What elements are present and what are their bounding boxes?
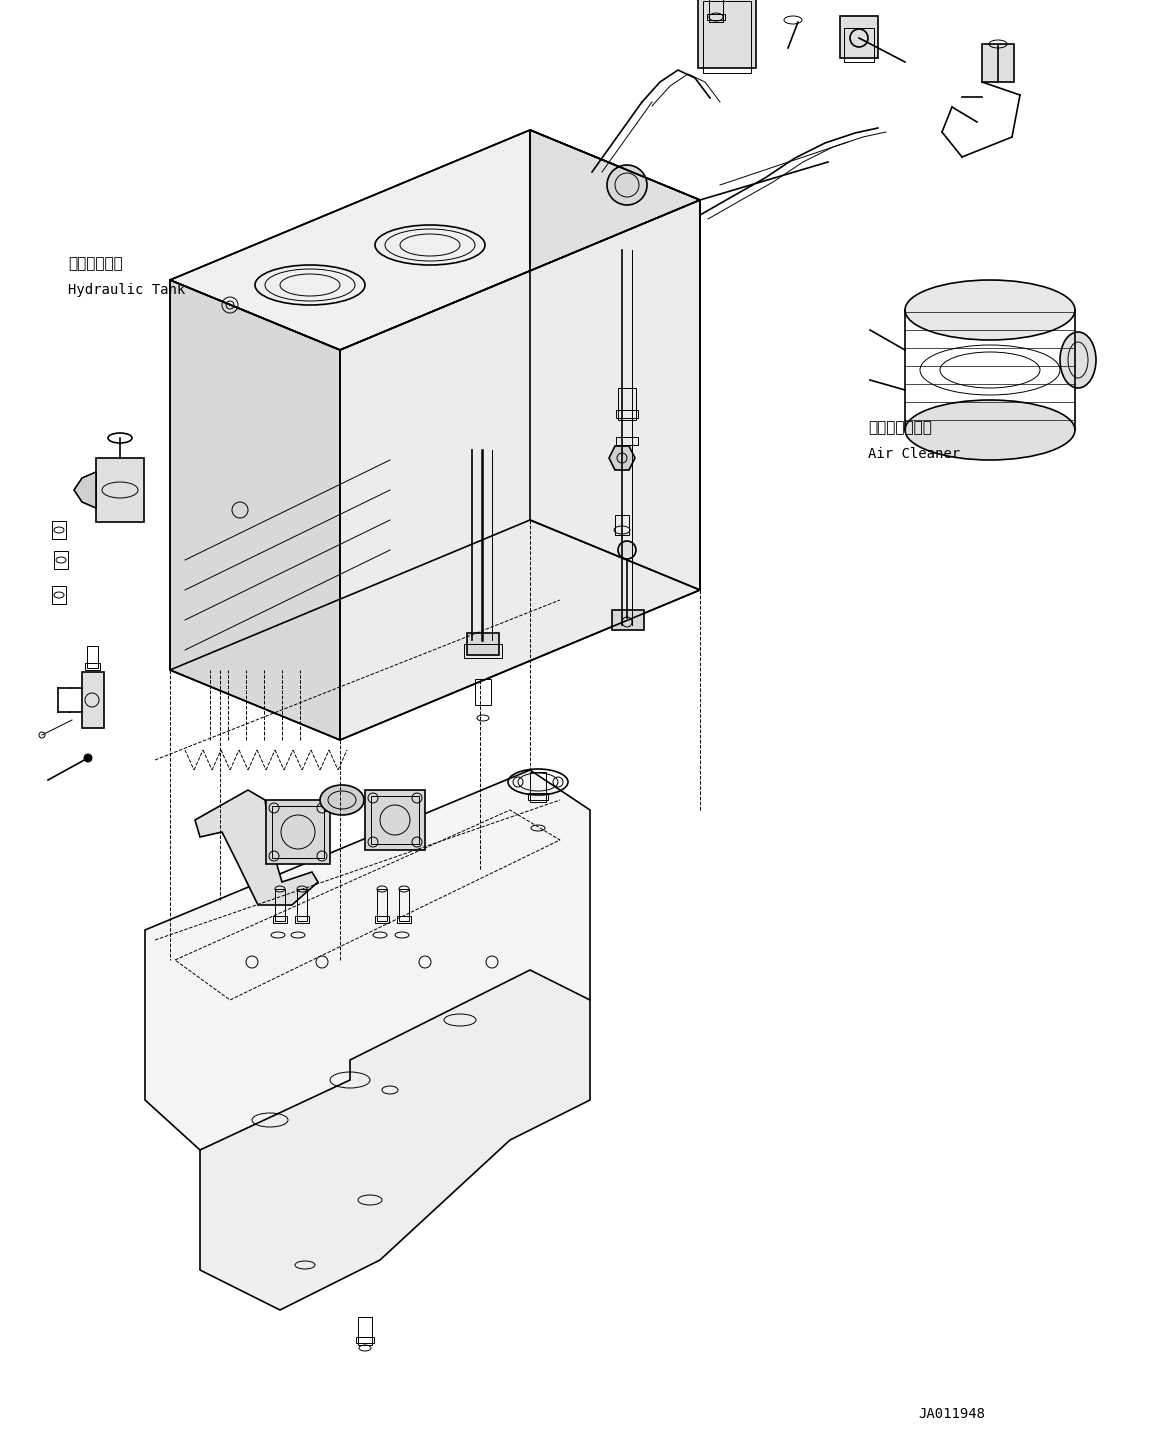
Bar	[840, 16, 878, 58]
Text: 作動油タンク: 作動油タンク	[68, 256, 123, 272]
Bar	[399, 889, 409, 921]
Bar	[371, 796, 419, 844]
Bar	[295, 916, 308, 923]
Bar	[616, 437, 638, 444]
Bar	[618, 388, 637, 420]
Polygon shape	[170, 131, 700, 350]
Bar	[52, 521, 66, 539]
Bar	[87, 646, 98, 668]
Bar	[365, 790, 425, 849]
Bar	[96, 457, 144, 523]
Bar	[709, 0, 723, 22]
Bar	[698, 0, 756, 68]
Bar	[85, 664, 100, 669]
Bar	[616, 409, 638, 418]
Bar	[275, 889, 285, 921]
Polygon shape	[74, 472, 96, 508]
Bar	[378, 889, 387, 921]
Circle shape	[618, 542, 637, 559]
Polygon shape	[195, 790, 318, 905]
Bar	[467, 633, 500, 655]
Bar	[297, 889, 307, 921]
Bar	[82, 672, 104, 727]
Polygon shape	[529, 131, 700, 590]
Polygon shape	[170, 280, 340, 741]
Circle shape	[84, 754, 92, 762]
Bar	[528, 793, 548, 800]
Polygon shape	[609, 446, 635, 470]
Bar	[529, 772, 546, 802]
Ellipse shape	[1060, 333, 1096, 388]
Bar	[358, 1317, 372, 1345]
Bar	[375, 916, 389, 923]
Bar	[397, 916, 411, 923]
Bar	[703, 1, 750, 73]
Circle shape	[607, 166, 647, 205]
Text: JA011948: JA011948	[918, 1407, 985, 1422]
Text: Hydraulic Tank: Hydraulic Tank	[68, 283, 185, 298]
Bar	[612, 610, 645, 630]
Ellipse shape	[320, 786, 364, 815]
Polygon shape	[340, 200, 700, 741]
Bar	[707, 15, 725, 20]
Bar	[273, 916, 287, 923]
Bar	[464, 645, 502, 658]
Bar	[475, 680, 491, 706]
Polygon shape	[145, 770, 590, 1150]
Bar	[52, 587, 66, 604]
Bar	[982, 44, 1014, 81]
Bar	[356, 1337, 374, 1343]
Polygon shape	[200, 970, 590, 1310]
Bar	[54, 550, 68, 569]
Bar	[272, 806, 323, 858]
Text: Air Cleaner: Air Cleaner	[868, 447, 960, 460]
Ellipse shape	[905, 280, 1075, 340]
Bar	[844, 28, 874, 62]
Ellipse shape	[905, 399, 1075, 460]
Text: エアークリーナ: エアークリーナ	[868, 420, 932, 436]
Bar	[266, 800, 330, 864]
Bar	[615, 515, 628, 534]
